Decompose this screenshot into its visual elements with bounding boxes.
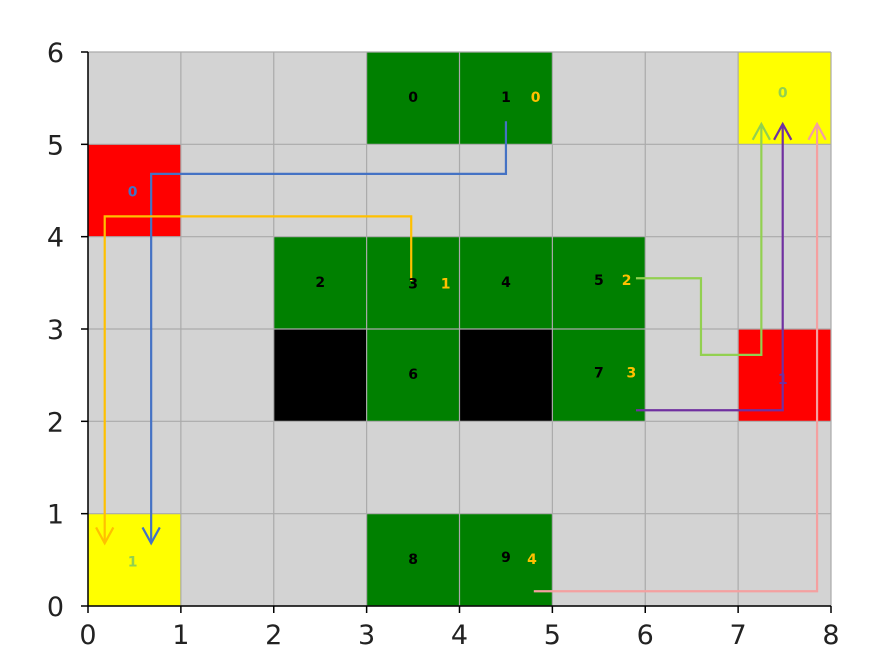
route-arrowhead-3: [773, 121, 793, 141]
x-tick-label: 0: [79, 620, 96, 651]
x-tick-label: 6: [637, 620, 654, 651]
x-tick-label: 4: [451, 620, 468, 651]
y-tick-label: 6: [47, 38, 64, 69]
cell-label: 1: [441, 277, 451, 293]
route-arrowhead-4: [807, 121, 827, 141]
cell-label: 3: [408, 277, 418, 293]
cell-label: 2: [622, 273, 632, 289]
route-path-3: [635, 124, 784, 412]
cell-label: 0: [408, 90, 418, 106]
cell-obstacle: [273, 329, 367, 422]
cell-node: [366, 513, 460, 606]
cell-node: [459, 236, 553, 329]
route-path-4: [533, 124, 819, 593]
cell-goal: [88, 513, 181, 606]
axes: 0 1 2 3 4 5 6 7 8 0 1 2 3 4 5 6: [47, 38, 840, 651]
x-tick-label: 7: [730, 620, 747, 651]
y-tick-label: 3: [47, 315, 64, 346]
cell-label: 8: [408, 552, 418, 568]
cell-start: [738, 329, 831, 422]
y-tick-label: 0: [47, 592, 64, 623]
cell-node: [552, 236, 646, 329]
cell-label: 5: [594, 273, 604, 289]
cell-start: [88, 144, 181, 237]
x-tick-label: 3: [358, 620, 375, 651]
cell-node: [366, 236, 460, 329]
cell-label: 2: [315, 275, 325, 291]
cell-label: 9: [501, 550, 511, 566]
x-tick-label: 2: [265, 620, 282, 651]
cell-node: [366, 52, 460, 145]
cell-obstacle: [459, 329, 553, 422]
y-tick-label: 2: [47, 407, 64, 438]
cell-label: 0: [531, 90, 541, 106]
route-paths: [95, 121, 827, 593]
y-tick-label: 5: [47, 130, 64, 161]
cell-label: 7: [594, 365, 604, 381]
route-path-1: [103, 215, 413, 544]
cell-label: 3: [626, 365, 636, 381]
x-tick-label: 5: [544, 620, 561, 651]
cell-label: 1: [501, 90, 511, 106]
route-arrowhead-2: [751, 121, 771, 141]
cell-node: [273, 236, 367, 329]
cell-label: 1: [128, 555, 138, 571]
cell-label: 0: [778, 86, 788, 102]
y-tick-label: 1: [47, 500, 64, 531]
x-tick-label: 1: [172, 620, 189, 651]
cell-label: 6: [408, 367, 418, 383]
cell-label: 4: [527, 552, 537, 568]
cell-label: 0: [128, 184, 138, 200]
cell-label: 1: [778, 372, 788, 388]
route-path-0: [150, 121, 508, 544]
cell-node: [552, 329, 646, 422]
x-tick-label: 8: [822, 620, 839, 651]
route-arrowhead-0: [141, 526, 161, 546]
y-tick-label: 4: [47, 223, 64, 254]
cell-label: 4: [501, 275, 511, 291]
route-arrowhead-1: [95, 526, 115, 546]
route-path-2: [635, 124, 763, 356]
cell-node: [366, 329, 460, 422]
